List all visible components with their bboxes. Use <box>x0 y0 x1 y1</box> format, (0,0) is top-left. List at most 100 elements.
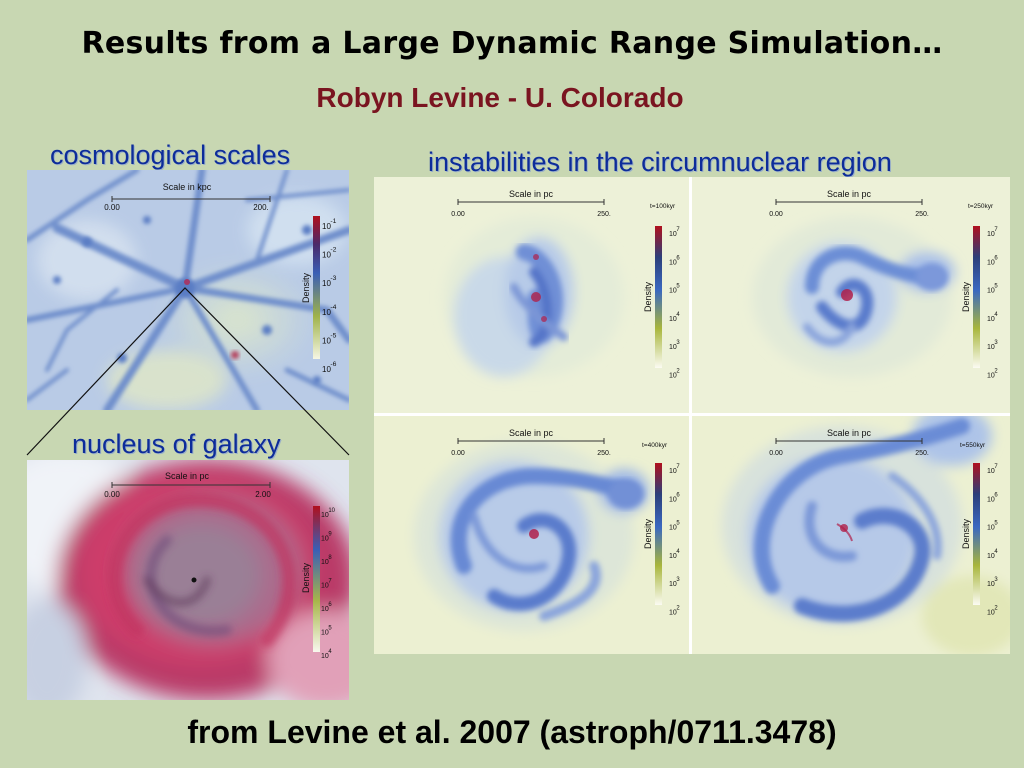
colorbar-tick-base: 10 <box>669 231 677 238</box>
colorbar-tick-exponent: 6 <box>994 255 998 261</box>
colorbar-tick-exponent: 2 <box>676 369 679 375</box>
t550-scale-label: Scale in pc <box>827 428 872 438</box>
colorbar-tick-exponent: 9 <box>328 532 332 538</box>
colorbar-tick-exponent: 7 <box>676 227 679 233</box>
colorbar-tick-exponent: 3 <box>994 577 998 583</box>
t250-scale-end: 250. <box>915 211 929 218</box>
colorbar-tick-exponent: 5 <box>994 521 998 527</box>
citation-footer: from Levine et al. 2007 (astroph/0711.34… <box>187 714 837 750</box>
t550-colorbar-label: Density <box>961 518 971 549</box>
t400-scale-start: 0.00 <box>451 450 465 457</box>
colorbar-tick-exponent: 3 <box>994 340 998 346</box>
caption-instabilities: instabilities in the circumnuclear regio… <box>428 147 892 177</box>
colorbar-tick-exponent: 3 <box>676 577 680 583</box>
colorbar-tick-exponent: 6 <box>994 492 998 498</box>
colorbar-tick-base: 10 <box>987 259 995 266</box>
colorbar-tick-exponent: 4 <box>328 649 332 655</box>
colorbar-tick-exponent: 10 <box>328 508 335 514</box>
cosmo-scale-label: Scale in kpc <box>163 182 212 192</box>
colorbar-tick-exponent: 4 <box>994 312 998 318</box>
colorbar-tick-base: 10 <box>669 581 677 588</box>
colorbar-tick-base: 10 <box>669 373 677 380</box>
t100-scale-start: 0.00 <box>451 211 465 218</box>
instability-grid: Scale in pc 0.00 250. t=100kyr Density 1… <box>374 177 1010 654</box>
t550-scale-end: 250. <box>915 450 929 457</box>
colorbar-tick-base: 10 <box>669 610 677 617</box>
t250-colorbar <box>973 226 980 368</box>
caption-cosmological-scales: cosmological scales <box>50 140 291 170</box>
snapshot-t400: Scale in pc 0.00 250. t=400kyr Density 1… <box>374 416 689 654</box>
nucleus-panel: Scale in pc 0.00 2.00 Density 10 10 10 9 10 8… <box>27 460 349 700</box>
colorbar-tick-exponent: 4 <box>994 549 998 555</box>
colorbar-tick-base: 10 <box>322 251 331 260</box>
t250-scale-label: Scale in pc <box>827 189 872 199</box>
t400-scale-label: Scale in pc <box>509 428 554 438</box>
colorbar-tick-exponent: -4 <box>330 304 336 311</box>
t100-scale-label: Scale in pc <box>509 189 554 199</box>
colorbar-tick-base: 10 <box>669 344 677 351</box>
t100-time-label: t=100kyr <box>650 203 676 210</box>
colorbar-tick-base: 10 <box>321 512 329 519</box>
colorbar-tick-exponent: 5 <box>994 284 998 290</box>
nucleus-colorbar-label: Density <box>301 562 311 593</box>
colorbar-tick-exponent: 4 <box>676 549 680 555</box>
colorbar-tick-exponent: -1 <box>330 218 336 225</box>
colorbar-tick-base: 10 <box>987 496 995 503</box>
t400-colorbar-label: Density <box>643 518 653 549</box>
colorbar-tick-base: 10 <box>987 581 995 588</box>
colorbar-tick-exponent: 6 <box>328 602 332 608</box>
t550-scale-start: 0.00 <box>769 450 783 457</box>
colorbar-tick-base: 10 <box>321 536 329 543</box>
t250-scale-start: 0.00 <box>769 211 783 218</box>
colorbar-tick-exponent: -2 <box>330 247 336 254</box>
colorbar-tick-exponent: 3 <box>676 340 680 346</box>
colorbar-tick-base: 10 <box>322 222 331 231</box>
colorbar-tick-base: 10 <box>987 373 995 380</box>
colorbar-tick-base: 10 <box>669 316 677 323</box>
snapshot-t100: Scale in pc 0.00 250. t=100kyr Density 1… <box>374 177 689 413</box>
colorbar-tick-exponent: -6 <box>330 361 336 368</box>
colorbar-tick-base: 10 <box>669 553 677 560</box>
snapshot-t550: Scale in pc 0.00 250. t=550kyr Density 1… <box>692 416 1010 654</box>
colorbar-tick-exponent: 6 <box>676 492 680 498</box>
colorbar-tick-base: 10 <box>987 344 995 351</box>
colorbar-tick-exponent: 2 <box>994 369 997 375</box>
t550-colorbar <box>973 463 980 605</box>
colorbar-tick-base: 10 <box>669 288 677 295</box>
t250-colorbar-label: Density <box>961 281 971 312</box>
colorbar-tick-exponent: 5 <box>328 626 332 632</box>
nucleus-scale-label: Scale in pc <box>165 471 210 481</box>
colorbar-tick-exponent: -5 <box>330 332 336 339</box>
t100-scale-end: 250. <box>597 211 611 218</box>
colorbar-tick-exponent: -3 <box>330 275 336 282</box>
colorbar-tick-base: 10 <box>987 288 995 295</box>
slide-title: Results from a Large Dynamic Range Simul… <box>81 26 943 61</box>
colorbar-tick-base: 10 <box>987 468 995 475</box>
colorbar-tick-exponent: 2 <box>676 606 679 612</box>
colorbar-tick-base: 10 <box>669 468 677 475</box>
colorbar-tick-exponent: 7 <box>328 579 331 585</box>
nucleus-scale-end: 2.00 <box>255 490 271 499</box>
t100-colorbar <box>655 226 662 368</box>
colorbar-tick-base: 10 <box>669 525 677 532</box>
colorbar-tick-base: 10 <box>987 553 995 560</box>
cosmo-colorbar <box>313 216 320 359</box>
slide-subtitle: Robyn Levine - U. Colorado <box>316 82 684 113</box>
colorbar-tick-exponent: 5 <box>676 521 680 527</box>
colorbar-tick-exponent: 7 <box>676 464 679 470</box>
cosmo-scale-end: 200. <box>253 203 269 212</box>
colorbar-tick-exponent: 4 <box>676 312 680 318</box>
t400-time-label: t=400kyr <box>642 442 668 449</box>
t100-colorbar-label: Density <box>643 281 653 312</box>
colorbar-tick-exponent: 2 <box>994 606 997 612</box>
colorbar-tick-exponent: 7 <box>994 464 997 470</box>
cosmo-scale-start: 0.00 <box>104 203 120 212</box>
t400-colorbar <box>655 463 662 605</box>
nucleus-colorbar <box>313 506 320 652</box>
colorbar-tick-exponent: 6 <box>676 255 680 261</box>
t550-time-label: t=550kyr <box>960 442 986 449</box>
